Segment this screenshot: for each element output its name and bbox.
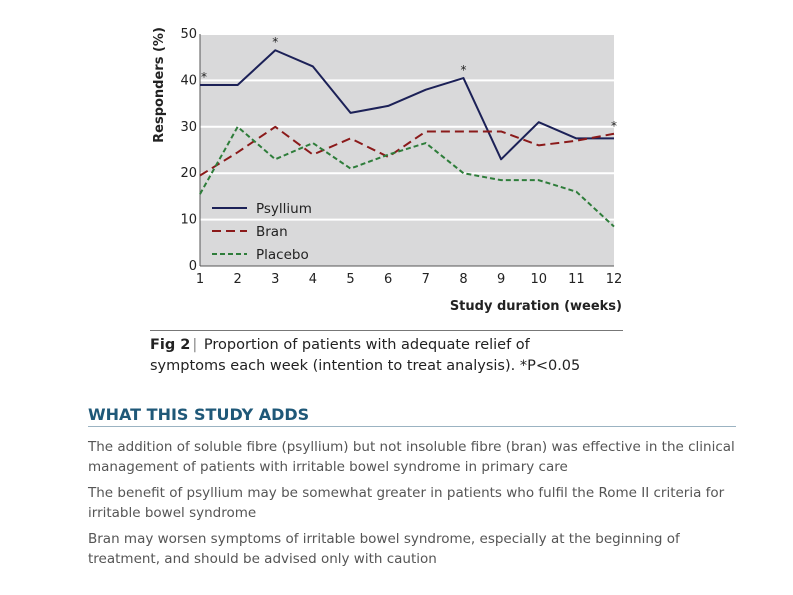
x-tick-label: 3 [271, 272, 279, 287]
x-axis-ticks: 1 2 3 4 5 6 7 8 9 10 11 12 [196, 272, 622, 287]
x-tick-label: 9 [497, 272, 505, 287]
x-tick-label: 6 [384, 272, 392, 287]
y-tick-label: 20 [180, 166, 197, 181]
significance-star: * [272, 35, 278, 49]
x-tick-label: 2 [233, 272, 241, 287]
x-tick-label: 1 [196, 272, 204, 287]
x-tick-label: 12 [606, 272, 623, 287]
figure-caption: Fig 2 | Proportion of patients with adequ… [150, 335, 630, 377]
legend-label-psyllium: Psyllium [256, 201, 312, 217]
y-tick-label: 30 [180, 120, 197, 135]
plot-background [200, 34, 614, 266]
section-title: WHAT THIS STUDY ADDS [88, 405, 736, 427]
x-tick-label: 11 [568, 272, 585, 287]
y-axis-ticks: 0 10 20 30 40 50 [180, 27, 197, 274]
x-tick-label: 7 [422, 272, 430, 287]
caption-divider [150, 330, 623, 331]
x-tick-label: 10 [530, 272, 547, 287]
caption-line-1: Proportion of patients with adequate rel… [203, 337, 530, 353]
key-points-list: The addition of soluble fibre (psyllium)… [88, 437, 736, 569]
x-tick-label: 5 [346, 272, 354, 287]
series-line-bran [199, 125, 615, 177]
x-tick-label: 4 [309, 272, 317, 287]
gridlines [199, 33, 614, 267]
significance-star: * [201, 70, 207, 84]
what-this-study-adds-box: WHAT THIS STUDY ADDS The addition of sol… [88, 405, 736, 575]
legend-label-bran: Bran [256, 224, 288, 240]
legend: Psyllium Bran Placebo [212, 201, 312, 263]
legend-label-placebo: Placebo [256, 247, 309, 263]
x-axis-label: Study duration (weeks) [450, 299, 622, 314]
series-line-psyllium [200, 49, 614, 161]
key-point: The benefit of psyllium may be somewhat … [88, 485, 725, 521]
x-tick-label: 8 [459, 272, 467, 287]
y-tick-label: 40 [180, 73, 197, 88]
caption-separator: | [192, 337, 198, 353]
y-tick-label: 10 [180, 213, 197, 228]
significance-markers: * * * * [201, 35, 617, 133]
y-tick-label: 50 [180, 27, 197, 42]
significance-star: * [611, 119, 617, 133]
series-line-placebo [199, 125, 615, 228]
key-point: Bran may worsen symptoms of irritable bo… [88, 531, 680, 567]
series-lines [199, 49, 615, 228]
caption-line-2: symptoms each week (intention to treat a… [150, 358, 581, 374]
significance-star: * [460, 63, 466, 77]
key-point: The addition of soluble fibre (psyllium)… [88, 439, 735, 475]
y-tick-label: 0 [189, 259, 197, 274]
figure-number: Fig 2 [150, 337, 191, 353]
y-axis-label: Responders (%) [152, 27, 167, 143]
